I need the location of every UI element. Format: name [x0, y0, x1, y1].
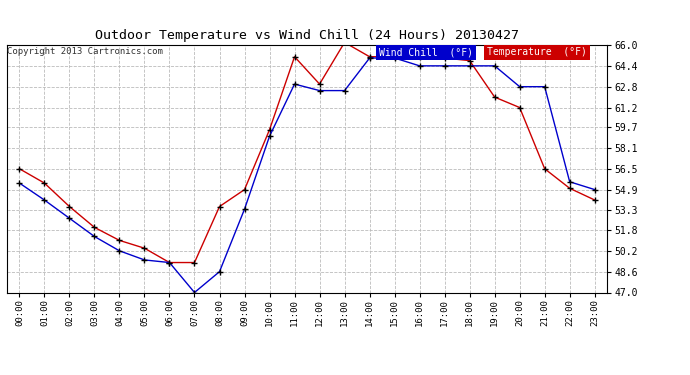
Title: Outdoor Temperature vs Wind Chill (24 Hours) 20130427: Outdoor Temperature vs Wind Chill (24 Ho… — [95, 30, 519, 42]
Text: Wind Chill  (°F): Wind Chill (°F) — [379, 48, 473, 57]
Text: Temperature  (°F): Temperature (°F) — [487, 48, 587, 57]
Text: Copyright 2013 Cartronics.com: Copyright 2013 Cartronics.com — [7, 47, 163, 56]
